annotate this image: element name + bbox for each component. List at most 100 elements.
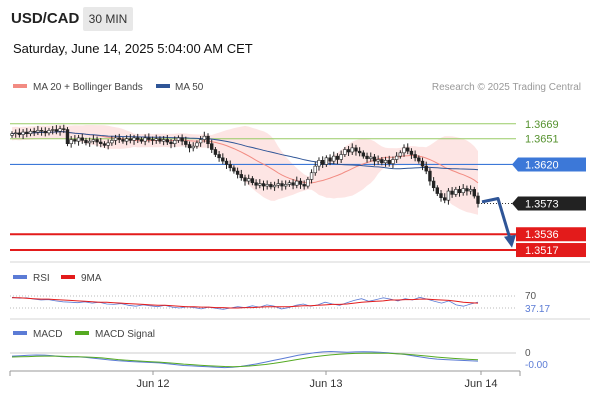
candle xyxy=(173,136,177,148)
chart-datetime: Saturday, June 14, 2025 5:04:00 AM CET xyxy=(13,41,253,56)
candle xyxy=(406,143,410,155)
candle xyxy=(420,157,425,171)
candle xyxy=(47,127,51,136)
candle xyxy=(372,153,377,166)
candle xyxy=(350,143,354,155)
last-price-label: 1.3573 xyxy=(525,199,559,211)
candle xyxy=(161,136,166,146)
candle xyxy=(476,192,480,208)
candle xyxy=(99,138,103,148)
candle xyxy=(235,167,240,179)
candle xyxy=(298,178,303,189)
macd-signal-legend-label: MACD Signal xyxy=(95,329,155,340)
candle xyxy=(32,127,36,137)
candle xyxy=(250,176,255,186)
candle xyxy=(58,125,62,136)
candle xyxy=(198,136,203,147)
candle xyxy=(272,181,277,191)
rsi-legend-swatch xyxy=(13,275,27,279)
rsi-value-label: 37.17 xyxy=(525,304,550,315)
candle xyxy=(435,185,440,197)
candle xyxy=(195,140,199,149)
candle xyxy=(443,193,447,204)
candle xyxy=(265,180,269,190)
candle xyxy=(113,134,118,145)
candle xyxy=(132,134,136,145)
candle xyxy=(332,151,336,165)
macd-value-label: -0.00 xyxy=(525,360,548,371)
rsi-level-label: 70 xyxy=(525,291,537,302)
candle xyxy=(232,165,236,174)
candle xyxy=(431,177,436,192)
macd-zero-label: 0 xyxy=(525,348,531,359)
rsi-ma-legend-label: 9MA xyxy=(81,273,102,284)
candle xyxy=(454,186,458,197)
timeframe-button[interactable]: 30 MIN xyxy=(83,7,133,31)
candle xyxy=(376,155,380,165)
x-tick-label: Jun 13 xyxy=(309,378,342,390)
macd-legend-swatch xyxy=(13,331,27,335)
candle xyxy=(65,127,70,147)
rsi-ma-legend-swatch xyxy=(61,275,75,279)
candle xyxy=(291,179,295,190)
ma20-legend-label: MA 20 + Bollinger Bands xyxy=(33,82,143,93)
pivot-label: 1.3620 xyxy=(525,159,559,171)
candle xyxy=(121,137,125,144)
candle xyxy=(239,169,244,181)
forecast-arrow xyxy=(481,197,512,240)
candle xyxy=(62,124,66,134)
candle xyxy=(276,179,280,189)
candle xyxy=(413,150,417,162)
rsi-legend-label: RSI xyxy=(33,273,50,284)
last-price-box xyxy=(512,196,586,211)
candle xyxy=(261,180,266,191)
candle xyxy=(424,161,428,175)
candle xyxy=(402,144,406,157)
candle xyxy=(102,141,107,148)
candle xyxy=(243,174,247,186)
candle xyxy=(147,133,151,143)
symbol-title: USD/CAD xyxy=(11,10,80,27)
candle xyxy=(387,155,391,167)
candle xyxy=(43,127,47,137)
candle xyxy=(87,137,92,147)
macd-signal-legend-swatch xyxy=(75,331,89,335)
candle xyxy=(369,152,373,162)
candle xyxy=(176,135,181,143)
candle xyxy=(302,180,306,190)
candle xyxy=(468,185,473,195)
support-label-box xyxy=(516,227,586,242)
candle xyxy=(187,141,192,153)
pivot-label-box xyxy=(512,157,586,172)
candle xyxy=(317,157,321,171)
candle xyxy=(158,136,162,144)
candle xyxy=(313,161,317,176)
candle xyxy=(95,136,99,147)
candle xyxy=(143,134,147,146)
candle xyxy=(295,176,299,189)
candle xyxy=(391,156,395,169)
candle xyxy=(154,134,158,144)
ma50-legend-swatch xyxy=(156,84,170,88)
candle xyxy=(110,135,114,146)
candle xyxy=(357,147,362,157)
candle xyxy=(106,139,110,150)
candle xyxy=(258,179,262,189)
candle xyxy=(417,155,421,164)
candle xyxy=(457,185,462,197)
candle xyxy=(206,133,210,149)
candle xyxy=(439,190,443,202)
chart-header: USD/CAD 30 MIN Saturday, June 14, 2025 5… xyxy=(0,0,590,90)
candle xyxy=(39,127,44,136)
macd-signal-line xyxy=(11,352,479,368)
support-label: 1.3536 xyxy=(525,229,559,241)
candle xyxy=(446,188,451,205)
candle xyxy=(180,134,184,146)
candle xyxy=(73,135,77,145)
candle xyxy=(25,128,29,138)
credit-text: Research © 2025 Trading Central xyxy=(432,82,581,93)
forecast-arrowhead xyxy=(504,234,516,248)
candle xyxy=(309,169,314,184)
